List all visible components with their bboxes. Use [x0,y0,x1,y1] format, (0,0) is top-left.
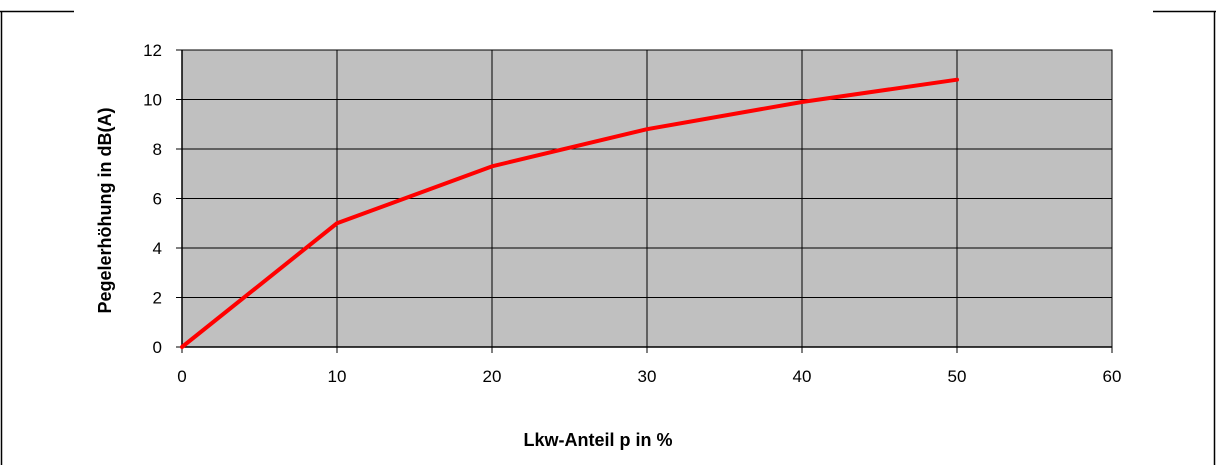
x-tick-label: 30 [638,367,657,386]
series-group [180,77,959,349]
y-tick-label: 6 [153,190,162,209]
x-tick-label: 20 [483,367,502,386]
x-axis-title: Lkw-Anteil p in % [523,430,672,450]
y-tick-label: 12 [143,41,162,60]
x-tick-label: 10 [328,367,347,386]
gridlines [182,49,1113,347]
y-tick-label: 0 [153,338,162,357]
axes [176,49,1113,353]
x-tick-label: 0 [177,367,186,386]
tick-labels: 0 10 20 30 40 50 60 0 2 4 6 8 10 12 [143,41,1121,386]
y-tick-label: 2 [153,289,162,308]
series-line [180,77,959,349]
y-axis-title: Pegelerhöhung in dB(A) [95,108,115,314]
y-tick-label: 8 [153,140,162,159]
x-tick-label: 60 [1103,367,1122,386]
x-tick-label: 50 [948,367,967,386]
y-tick-label: 10 [143,91,162,110]
y-tick-label: 4 [153,239,162,258]
x-tick-label: 40 [793,367,812,386]
